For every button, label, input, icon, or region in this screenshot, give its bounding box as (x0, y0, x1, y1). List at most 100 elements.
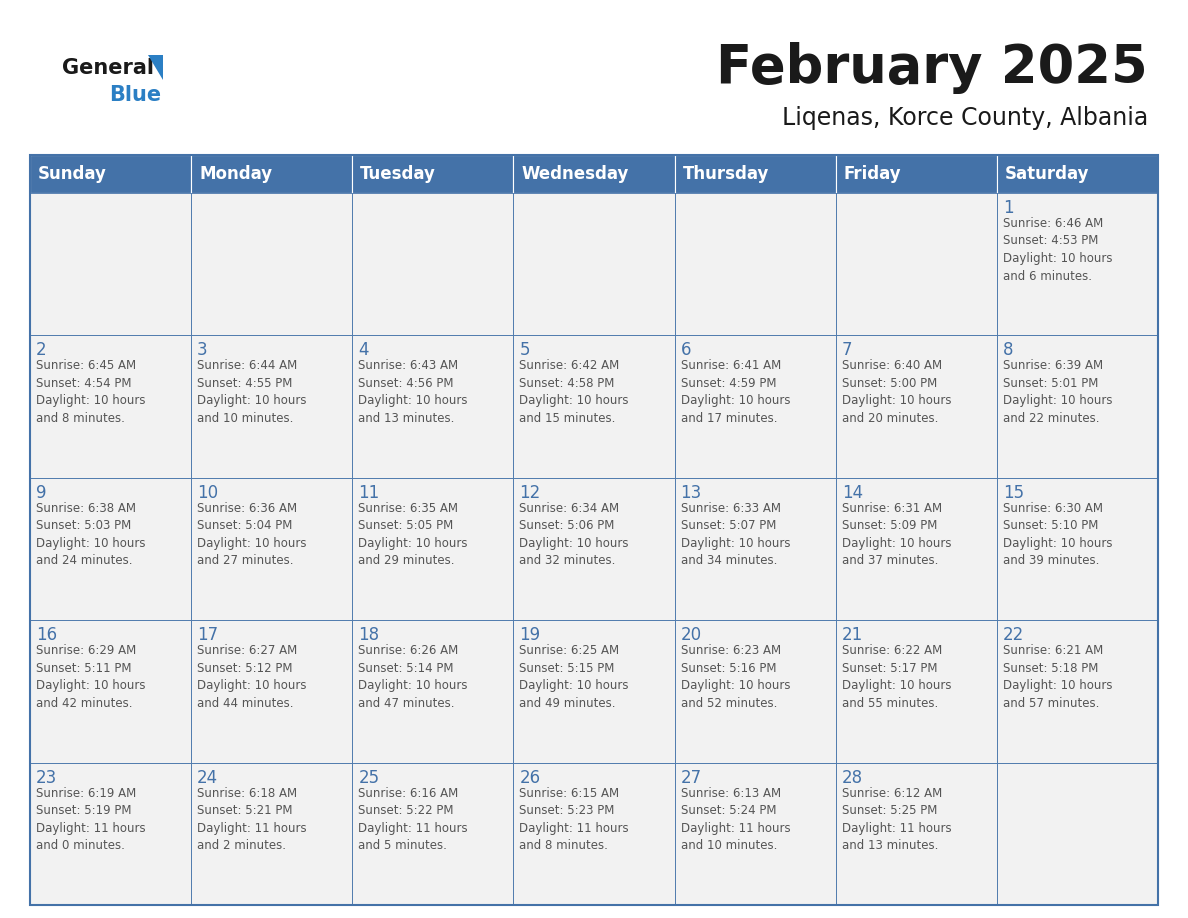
Text: Sunrise: 6:29 AM
Sunset: 5:11 PM
Daylight: 10 hours
and 42 minutes.: Sunrise: 6:29 AM Sunset: 5:11 PM Dayligh… (36, 644, 145, 710)
Bar (997, 621, 1158, 763)
Text: 4: 4 (359, 341, 368, 360)
Text: Sunrise: 6:12 AM
Sunset: 5:25 PM
Daylight: 11 hours
and 13 minutes.: Sunrise: 6:12 AM Sunset: 5:25 PM Dayligh… (842, 787, 952, 852)
Text: Sunrise: 6:19 AM
Sunset: 5:19 PM
Daylight: 11 hours
and 0 minutes.: Sunrise: 6:19 AM Sunset: 5:19 PM Dayligh… (36, 787, 146, 852)
Bar (30, 155, 1158, 905)
Bar (191, 193, 353, 335)
Bar (675, 335, 835, 477)
Text: Sunrise: 6:34 AM
Sunset: 5:06 PM
Daylight: 10 hours
and 32 minutes.: Sunrise: 6:34 AM Sunset: 5:06 PM Dayligh… (519, 502, 628, 567)
Text: Sunrise: 6:16 AM
Sunset: 5:22 PM
Daylight: 11 hours
and 5 minutes.: Sunrise: 6:16 AM Sunset: 5:22 PM Dayligh… (359, 787, 468, 852)
Bar (513, 155, 675, 193)
Text: Tuesday: Tuesday (360, 165, 436, 183)
Bar (513, 763, 675, 905)
Text: Sunrise: 6:45 AM
Sunset: 4:54 PM
Daylight: 10 hours
and 8 minutes.: Sunrise: 6:45 AM Sunset: 4:54 PM Dayligh… (36, 360, 145, 425)
Bar (835, 155, 997, 193)
Bar (835, 763, 997, 905)
Bar (30, 193, 191, 335)
Text: Sunrise: 6:36 AM
Sunset: 5:04 PM
Daylight: 10 hours
and 27 minutes.: Sunrise: 6:36 AM Sunset: 5:04 PM Dayligh… (197, 502, 307, 567)
Bar (191, 621, 353, 763)
Text: Sunrise: 6:25 AM
Sunset: 5:15 PM
Daylight: 10 hours
and 49 minutes.: Sunrise: 6:25 AM Sunset: 5:15 PM Dayligh… (519, 644, 628, 710)
Text: Friday: Friday (843, 165, 902, 183)
Text: 16: 16 (36, 626, 57, 644)
Text: Sunrise: 6:40 AM
Sunset: 5:00 PM
Daylight: 10 hours
and 20 minutes.: Sunrise: 6:40 AM Sunset: 5:00 PM Dayligh… (842, 360, 952, 425)
Text: Sunrise: 6:30 AM
Sunset: 5:10 PM
Daylight: 10 hours
and 39 minutes.: Sunrise: 6:30 AM Sunset: 5:10 PM Dayligh… (1003, 502, 1112, 567)
Bar (513, 335, 675, 477)
Text: 8: 8 (1003, 341, 1013, 360)
Text: 21: 21 (842, 626, 862, 644)
Text: 13: 13 (681, 484, 702, 502)
Text: Sunday: Sunday (38, 165, 107, 183)
Bar (675, 621, 835, 763)
Text: Sunrise: 6:27 AM
Sunset: 5:12 PM
Daylight: 10 hours
and 44 minutes.: Sunrise: 6:27 AM Sunset: 5:12 PM Dayligh… (197, 644, 307, 710)
Text: 7: 7 (842, 341, 852, 360)
Text: 20: 20 (681, 626, 702, 644)
Bar (835, 621, 997, 763)
Bar (835, 477, 997, 621)
Text: Sunrise: 6:46 AM
Sunset: 4:53 PM
Daylight: 10 hours
and 6 minutes.: Sunrise: 6:46 AM Sunset: 4:53 PM Dayligh… (1003, 217, 1112, 283)
Text: 3: 3 (197, 341, 208, 360)
Bar (30, 155, 191, 193)
Bar (30, 621, 191, 763)
Bar (191, 155, 353, 193)
Text: Sunrise: 6:42 AM
Sunset: 4:58 PM
Daylight: 10 hours
and 15 minutes.: Sunrise: 6:42 AM Sunset: 4:58 PM Dayligh… (519, 360, 628, 425)
Text: Sunrise: 6:15 AM
Sunset: 5:23 PM
Daylight: 11 hours
and 8 minutes.: Sunrise: 6:15 AM Sunset: 5:23 PM Dayligh… (519, 787, 630, 852)
Bar (675, 193, 835, 335)
Bar (353, 335, 513, 477)
Bar (353, 193, 513, 335)
Text: Sunrise: 6:33 AM
Sunset: 5:07 PM
Daylight: 10 hours
and 34 minutes.: Sunrise: 6:33 AM Sunset: 5:07 PM Dayligh… (681, 502, 790, 567)
Text: Liqenas, Korce County, Albania: Liqenas, Korce County, Albania (782, 106, 1148, 130)
Bar (191, 763, 353, 905)
Bar (353, 155, 513, 193)
Bar (353, 763, 513, 905)
Text: Sunrise: 6:23 AM
Sunset: 5:16 PM
Daylight: 10 hours
and 52 minutes.: Sunrise: 6:23 AM Sunset: 5:16 PM Dayligh… (681, 644, 790, 710)
Text: 15: 15 (1003, 484, 1024, 502)
Text: 12: 12 (519, 484, 541, 502)
Polygon shape (148, 55, 163, 80)
Bar (353, 621, 513, 763)
Bar (835, 193, 997, 335)
Bar (997, 335, 1158, 477)
Bar (191, 335, 353, 477)
Bar (997, 477, 1158, 621)
Text: Monday: Monday (200, 165, 272, 183)
Bar (997, 193, 1158, 335)
Text: Sunrise: 6:31 AM
Sunset: 5:09 PM
Daylight: 10 hours
and 37 minutes.: Sunrise: 6:31 AM Sunset: 5:09 PM Dayligh… (842, 502, 952, 567)
Bar (30, 763, 191, 905)
Bar (675, 477, 835, 621)
Bar (513, 621, 675, 763)
Text: Sunrise: 6:43 AM
Sunset: 4:56 PM
Daylight: 10 hours
and 13 minutes.: Sunrise: 6:43 AM Sunset: 4:56 PM Dayligh… (359, 360, 468, 425)
Text: 5: 5 (519, 341, 530, 360)
Bar (675, 763, 835, 905)
Text: 22: 22 (1003, 626, 1024, 644)
Text: Sunrise: 6:26 AM
Sunset: 5:14 PM
Daylight: 10 hours
and 47 minutes.: Sunrise: 6:26 AM Sunset: 5:14 PM Dayligh… (359, 644, 468, 710)
Text: 27: 27 (681, 768, 702, 787)
Text: Blue: Blue (109, 85, 162, 105)
Bar (997, 155, 1158, 193)
Text: 25: 25 (359, 768, 379, 787)
Text: February 2025: February 2025 (716, 42, 1148, 94)
Bar (513, 193, 675, 335)
Text: 14: 14 (842, 484, 862, 502)
Text: Sunrise: 6:41 AM
Sunset: 4:59 PM
Daylight: 10 hours
and 17 minutes.: Sunrise: 6:41 AM Sunset: 4:59 PM Dayligh… (681, 360, 790, 425)
Bar (675, 155, 835, 193)
Text: Sunrise: 6:35 AM
Sunset: 5:05 PM
Daylight: 10 hours
and 29 minutes.: Sunrise: 6:35 AM Sunset: 5:05 PM Dayligh… (359, 502, 468, 567)
Text: 28: 28 (842, 768, 862, 787)
Text: 9: 9 (36, 484, 46, 502)
Text: Sunrise: 6:13 AM
Sunset: 5:24 PM
Daylight: 11 hours
and 10 minutes.: Sunrise: 6:13 AM Sunset: 5:24 PM Dayligh… (681, 787, 790, 852)
Text: 6: 6 (681, 341, 691, 360)
Bar (30, 335, 191, 477)
Text: Sunrise: 6:22 AM
Sunset: 5:17 PM
Daylight: 10 hours
and 55 minutes.: Sunrise: 6:22 AM Sunset: 5:17 PM Dayligh… (842, 644, 952, 710)
Text: 19: 19 (519, 626, 541, 644)
Bar (835, 335, 997, 477)
Bar (30, 477, 191, 621)
Text: 24: 24 (197, 768, 219, 787)
Text: 26: 26 (519, 768, 541, 787)
Text: Wednesday: Wednesday (522, 165, 628, 183)
Text: Sunrise: 6:44 AM
Sunset: 4:55 PM
Daylight: 10 hours
and 10 minutes.: Sunrise: 6:44 AM Sunset: 4:55 PM Dayligh… (197, 360, 307, 425)
Text: 11: 11 (359, 484, 379, 502)
Text: 2: 2 (36, 341, 46, 360)
Bar (513, 477, 675, 621)
Text: Sunrise: 6:38 AM
Sunset: 5:03 PM
Daylight: 10 hours
and 24 minutes.: Sunrise: 6:38 AM Sunset: 5:03 PM Dayligh… (36, 502, 145, 567)
Bar (353, 477, 513, 621)
Text: 10: 10 (197, 484, 219, 502)
Bar (191, 477, 353, 621)
